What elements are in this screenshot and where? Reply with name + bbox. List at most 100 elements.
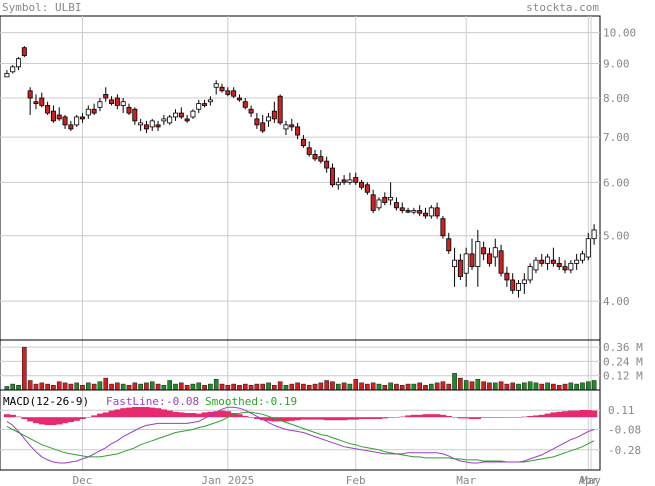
candle-down — [312, 154, 318, 160]
macd-histogram-bar — [445, 416, 452, 418]
candle-down — [434, 207, 440, 217]
candle-down — [45, 105, 51, 114]
date-axis-label: Mar — [456, 474, 476, 486]
fastline-line — [6, 406, 595, 464]
candle-down — [27, 90, 33, 99]
volume-bar — [109, 383, 114, 391]
volume-tick-label: 0.24 M — [603, 355, 643, 368]
volume-bar — [208, 383, 213, 391]
candle-up — [533, 259, 539, 271]
price-tick-label: 7.00 — [603, 131, 630, 144]
site-label: stockta.com — [526, 1, 599, 14]
macd-histogram-bar — [178, 412, 185, 418]
macd-histogram-bar — [352, 417, 359, 420]
candle-down — [260, 122, 266, 132]
candle-down — [114, 97, 120, 106]
macd-histogram-bar — [283, 417, 290, 422]
macd-histogram-bar — [562, 411, 569, 418]
macd-histogram-bar — [4, 414, 11, 418]
macd-histogram-bar — [172, 411, 179, 418]
candle-up — [521, 279, 527, 284]
macd-histogram-bar — [579, 410, 586, 418]
volume-bar — [196, 382, 202, 391]
candle-up — [568, 262, 574, 271]
price-tick-label: 6.00 — [603, 176, 630, 189]
candle-down — [295, 126, 301, 136]
volume-bar — [51, 385, 56, 391]
volume-bar — [417, 382, 422, 391]
volume-bar — [295, 382, 300, 391]
candle-down — [457, 259, 463, 277]
macd-histogram-bar — [236, 414, 243, 418]
candle-up — [161, 118, 167, 122]
candle-up — [167, 116, 173, 124]
volume-bar — [556, 385, 562, 391]
macd-tick-label: 0.11 — [608, 404, 635, 417]
candle-down — [219, 86, 225, 92]
macd-histogram-bar — [242, 416, 249, 418]
date-axis-label: Dec — [73, 474, 93, 486]
macd-histogram-bar — [538, 414, 545, 418]
volume-bar — [458, 377, 463, 391]
macd-histogram-bar — [265, 417, 272, 421]
volume-bar — [56, 381, 62, 391]
volume-bar — [22, 346, 27, 391]
candle-down — [440, 218, 446, 237]
candle-up — [428, 207, 434, 217]
macd-histogram-bar — [248, 417, 255, 418]
volume-bar — [115, 382, 120, 391]
macd-histogram-bar — [97, 413, 104, 418]
volume-bar — [376, 383, 382, 391]
candle-down — [132, 108, 138, 122]
price-tick-label: 8.00 — [603, 92, 630, 105]
date-axis-label: Jan 2025 — [201, 474, 254, 486]
candle-down — [370, 194, 376, 211]
volume-panel: 0.36 M0.24 M 0.12 M — [0, 339, 643, 391]
volume-bar — [179, 382, 184, 391]
macd-histogram-bar — [451, 417, 458, 418]
candle-up — [190, 110, 196, 118]
volume-bar — [382, 385, 388, 391]
macd-tick-label: -0.28 — [608, 444, 641, 457]
candle-down — [21, 47, 27, 56]
macd-histogram-bar — [259, 417, 266, 421]
price-tick-labels: 10.00 9.00 8.00 7.00 6.00 5.00 4.00 — [603, 27, 636, 308]
macd-histogram-bar — [381, 417, 389, 419]
macd-histogram-bar — [288, 417, 295, 421]
volume-bar — [126, 385, 132, 391]
macd-histogram-bar — [21, 417, 28, 420]
macd-histogram-bar — [399, 416, 406, 418]
macd-histogram-bar — [550, 412, 557, 418]
candle-down — [225, 90, 231, 95]
candle-down — [79, 116, 85, 120]
candle-up — [196, 103, 202, 110]
volume-bar — [283, 385, 289, 391]
volume-bar — [527, 381, 533, 391]
volume-bar — [405, 383, 411, 391]
volume-bar — [481, 381, 486, 391]
volume-bar — [347, 383, 353, 391]
volume-bar — [585, 381, 591, 391]
candle-up — [85, 108, 91, 116]
macd-histogram-bar — [253, 417, 261, 420]
macd-histogram-bar — [405, 415, 412, 418]
macd-histogram-bar — [533, 415, 540, 418]
candle-up — [492, 247, 498, 258]
macd-histogram-bar — [521, 416, 528, 418]
candle-down — [353, 177, 359, 183]
candle-up — [585, 238, 591, 258]
macd-histogram-bar — [422, 414, 429, 418]
macd-histogram-bar — [306, 417, 313, 420]
volume-bar — [260, 383, 266, 391]
volume-bar — [440, 381, 446, 391]
volume-bar — [446, 383, 452, 391]
volume-tick-label: 0.12 M — [603, 370, 643, 383]
volume-bar — [370, 382, 376, 391]
macd-histogram-bar — [166, 410, 173, 418]
candle-down — [486, 253, 492, 264]
macd-title: MACD(12-26-9) — [3, 395, 89, 408]
macd-histogram-bar — [33, 417, 40, 424]
macd-histogram-bar — [230, 413, 237, 418]
macd-histogram-bar — [387, 417, 394, 418]
